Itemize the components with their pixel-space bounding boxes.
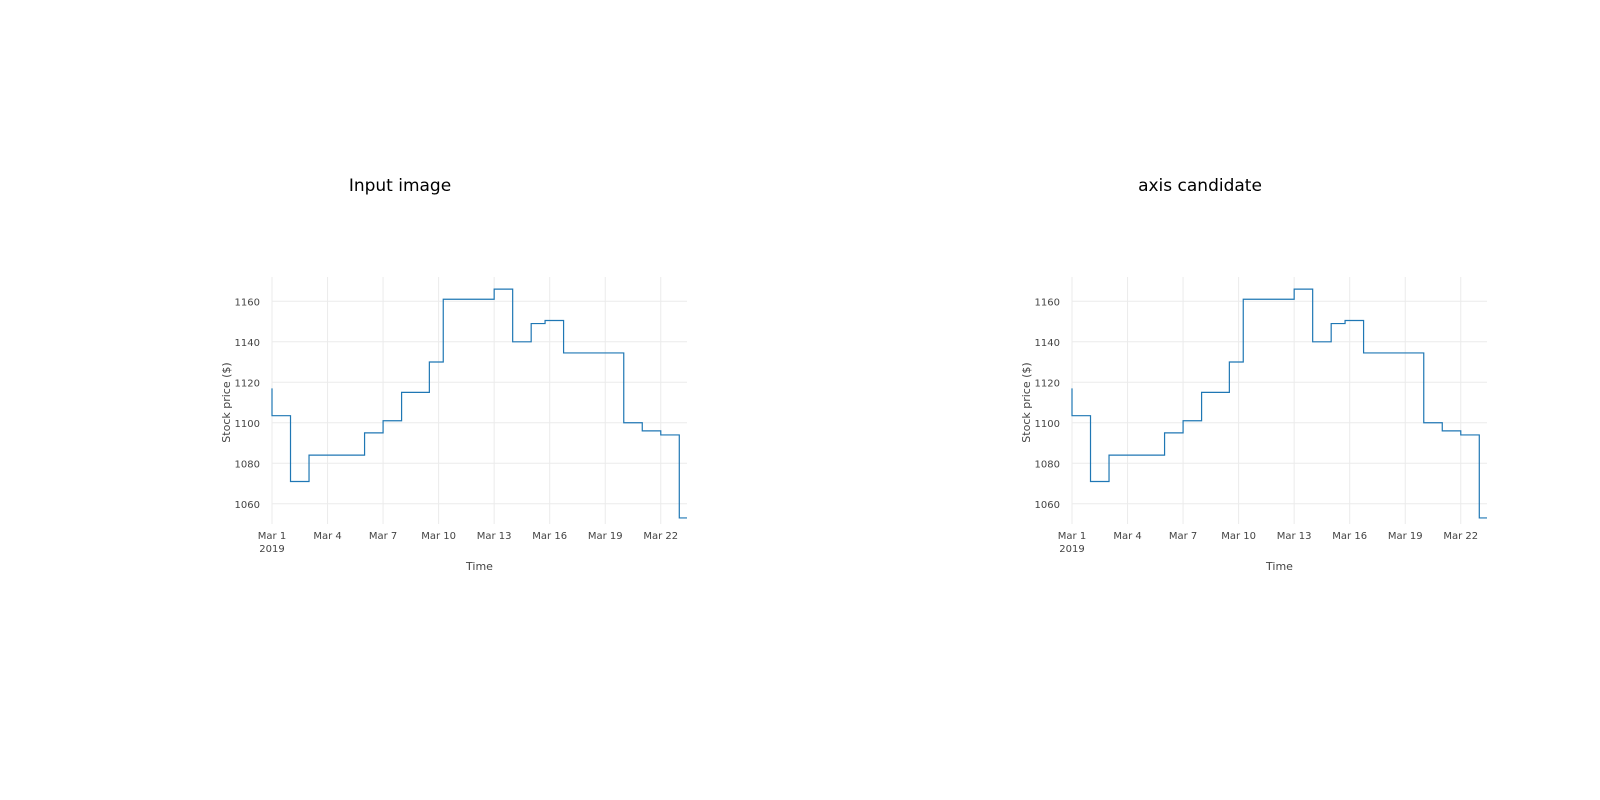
chart-panel-input: Input image 1060 1080 1100 1120 1140 1160 Mar … bbox=[220, 176, 687, 573]
x-tick-label: Mar 4 bbox=[313, 531, 341, 542]
x-tick-label: Mar 10 bbox=[421, 531, 456, 542]
y-tick-label: 1140 bbox=[235, 338, 260, 349]
x-tick-label: Mar 1 bbox=[1058, 531, 1086, 542]
x-tick-label: Mar 16 bbox=[532, 531, 567, 542]
x-tick-label: Mar 13 bbox=[1277, 531, 1312, 542]
y-tick-label: 1060 bbox=[235, 500, 260, 511]
panel-title: axis candidate bbox=[1138, 176, 1262, 196]
y-tick-label: 1080 bbox=[1035, 459, 1060, 470]
y-axis-title: Stock price ($) bbox=[1020, 362, 1033, 442]
y-tick-label: 1080 bbox=[235, 459, 260, 470]
y-tick-label: 1120 bbox=[1035, 378, 1060, 389]
x-axis-title: Time bbox=[465, 560, 493, 573]
chart-panel-candidate: axis candidate 1060 1080 1100 1120 1140 1160 M… bbox=[800, 0, 1600, 800]
y-tick-label: 1100 bbox=[235, 419, 260, 430]
x-tick-year-label: 2019 bbox=[1059, 544, 1084, 555]
x-tick-label: Mar 22 bbox=[1443, 531, 1478, 542]
y-tick-label: 1060 bbox=[1035, 500, 1060, 511]
series-line bbox=[271, 288, 687, 519]
x-tick-label: Mar 4 bbox=[1113, 531, 1141, 542]
y-tick-label: 1160 bbox=[1035, 297, 1060, 308]
x-tick-label: Mar 19 bbox=[1388, 531, 1423, 542]
grid-lines bbox=[271, 277, 687, 524]
series-line bbox=[1071, 288, 1487, 519]
grid-lines bbox=[1071, 277, 1487, 524]
x-axis-title: Time bbox=[1265, 560, 1293, 573]
y-axis-title: Stock price ($) bbox=[220, 362, 233, 442]
panel-title: Input image bbox=[348, 176, 452, 196]
x-tick-label: Mar 1 bbox=[258, 531, 286, 542]
x-tick-label: Mar 7 bbox=[369, 531, 397, 542]
x-tick-label: Mar 13 bbox=[477, 531, 512, 542]
chart-axis-candidate: 1060 1080 1100 1120 1140 1160 Mar 1 Mar 4 Mar 7 M… bbox=[1020, 277, 1487, 573]
x-tick-year-label: 2019 bbox=[259, 544, 284, 555]
chart-input-image: 1060 1080 1100 1120 1140 1160 Mar 1 Mar 4 Mar 7 M… bbox=[220, 277, 687, 573]
x-tick-label: Mar 22 bbox=[643, 531, 678, 542]
y-tick-label: 1160 bbox=[235, 297, 260, 308]
x-tick-label: Mar 16 bbox=[1332, 531, 1367, 542]
x-tick-label: Mar 19 bbox=[588, 531, 623, 542]
y-tick-label: 1120 bbox=[235, 378, 260, 389]
y-tick-label: 1140 bbox=[1035, 338, 1060, 349]
x-tick-label: Mar 7 bbox=[1169, 531, 1197, 542]
y-tick-label: 1100 bbox=[1035, 419, 1060, 430]
x-tick-label: Mar 10 bbox=[1221, 531, 1256, 542]
